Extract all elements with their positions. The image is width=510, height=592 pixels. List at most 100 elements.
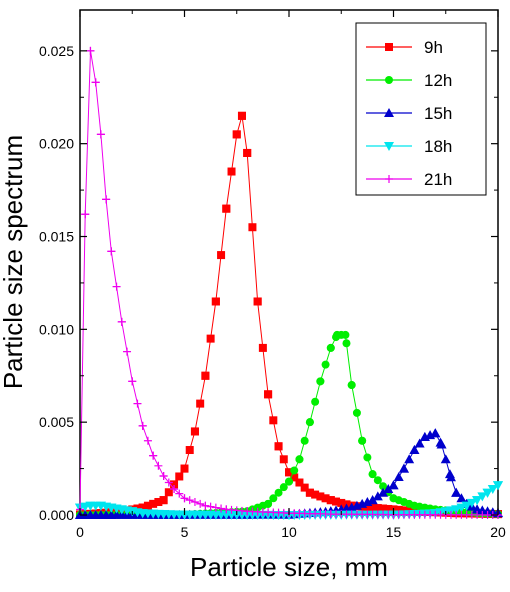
legend-marker xyxy=(385,43,393,51)
legend-label: 15h xyxy=(424,104,452,123)
data-point xyxy=(154,498,163,507)
data-point xyxy=(106,503,117,513)
data-point xyxy=(248,223,257,232)
data-point xyxy=(358,436,367,445)
data-point xyxy=(379,482,388,491)
y-tick-label: 0.020 xyxy=(39,136,74,152)
data-point xyxy=(477,492,488,502)
data-point xyxy=(383,484,394,494)
data-point xyxy=(206,334,215,343)
data-point xyxy=(81,210,90,219)
data-point xyxy=(211,503,220,512)
data-point xyxy=(128,377,137,386)
data-point xyxy=(466,498,477,508)
data-point xyxy=(394,505,403,514)
data-point xyxy=(341,330,350,339)
data-point xyxy=(149,499,158,508)
data-point xyxy=(493,481,503,491)
data-point xyxy=(274,442,283,451)
data-point xyxy=(123,347,132,356)
data-point xyxy=(95,501,106,511)
data-point xyxy=(154,461,163,470)
data-point xyxy=(311,397,320,406)
data-point xyxy=(190,498,199,507)
data-point xyxy=(222,204,231,213)
data-point xyxy=(179,510,190,520)
data-point xyxy=(107,247,116,256)
data-point xyxy=(337,498,346,507)
data-point xyxy=(332,497,341,506)
series-12h xyxy=(76,330,502,519)
y-tick-label: 0.015 xyxy=(39,229,74,245)
data-point xyxy=(243,148,252,157)
data-point xyxy=(456,493,467,503)
data-point xyxy=(190,427,199,436)
y-tick-label: 0.005 xyxy=(39,414,74,430)
data-point xyxy=(232,130,241,139)
data-point xyxy=(388,480,399,490)
data-point xyxy=(363,453,372,462)
data-point xyxy=(138,421,147,430)
data-point xyxy=(363,503,372,512)
data-point xyxy=(414,438,425,448)
data-point xyxy=(290,466,299,475)
data-point xyxy=(305,418,314,427)
data-point xyxy=(373,504,382,513)
data-point xyxy=(137,509,148,519)
data-point xyxy=(86,46,95,55)
data-point xyxy=(305,488,314,497)
series-21h xyxy=(76,46,502,519)
y-tick-label: 0.000 xyxy=(39,507,74,523)
data-point xyxy=(295,455,304,464)
x-tick-label: 0 xyxy=(76,524,84,540)
legend-box xyxy=(355,22,487,196)
data-point xyxy=(159,496,168,505)
data-point xyxy=(300,483,309,492)
data-point xyxy=(253,297,262,306)
data-point xyxy=(279,483,288,492)
data-point xyxy=(326,510,335,519)
series-layer xyxy=(75,46,503,520)
data-point xyxy=(285,468,293,477)
data-point xyxy=(159,472,168,481)
data-point xyxy=(482,488,493,498)
legend-item-9h: 9h xyxy=(366,38,443,57)
data-point xyxy=(269,416,278,425)
data-point xyxy=(451,487,462,497)
data-point xyxy=(326,343,335,352)
data-point xyxy=(393,471,404,481)
data-point xyxy=(116,505,127,515)
data-point xyxy=(444,469,455,479)
data-point xyxy=(180,464,189,473)
x-tick-label: 15 xyxy=(386,524,402,540)
data-point xyxy=(269,494,278,503)
data-point xyxy=(321,494,330,503)
data-point xyxy=(430,428,441,438)
data-point xyxy=(333,330,342,339)
data-point xyxy=(217,251,226,260)
data-point xyxy=(461,501,472,511)
legend-marker xyxy=(384,108,394,117)
data-point xyxy=(227,167,236,176)
data-point xyxy=(180,494,189,503)
data-point xyxy=(143,501,152,510)
data-point xyxy=(384,504,393,513)
data-point xyxy=(143,436,152,445)
data-point xyxy=(419,432,430,442)
legend-marker xyxy=(384,142,394,151)
data-point xyxy=(175,489,184,498)
data-point xyxy=(158,510,169,520)
x-tick-label: 5 xyxy=(181,524,189,540)
data-point xyxy=(206,502,215,511)
data-point xyxy=(290,473,299,482)
data-point xyxy=(440,454,451,464)
y-tick-label: 0.025 xyxy=(39,43,74,59)
data-point xyxy=(316,377,325,386)
data-point xyxy=(274,488,283,497)
data-point xyxy=(347,381,356,390)
data-point xyxy=(295,478,304,487)
data-point xyxy=(264,499,273,508)
data-point xyxy=(102,195,111,204)
data-point xyxy=(342,339,351,348)
